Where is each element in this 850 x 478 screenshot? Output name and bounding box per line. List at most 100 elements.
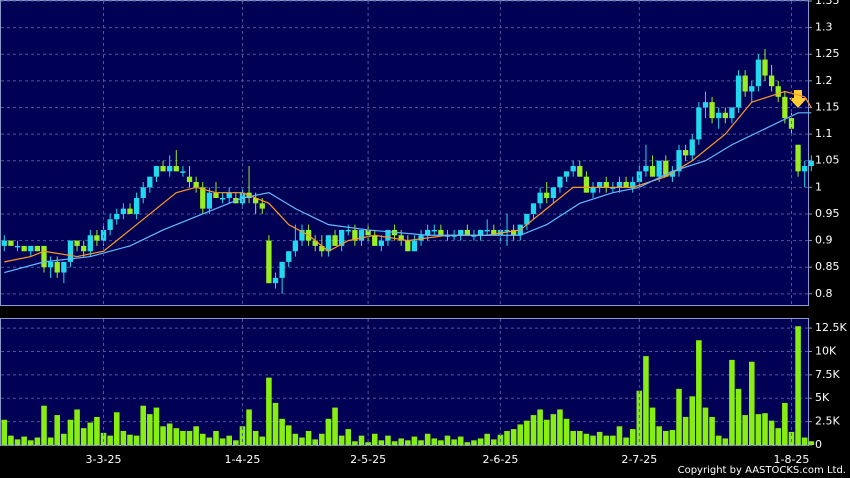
- volume-bar: [325, 418, 332, 445]
- volume-bar: [524, 420, 530, 445]
- volume-bar: [557, 409, 563, 445]
- candle-body: [372, 235, 378, 246]
- volume-bar: [431, 438, 438, 445]
- volume-bar: [14, 439, 21, 445]
- volume-bar: [319, 433, 325, 445]
- volume-bar: [226, 435, 232, 445]
- volume-bar: [550, 414, 557, 445]
- volume-bar: [266, 377, 272, 445]
- volume-bar: [563, 418, 570, 445]
- volume-bar: [616, 426, 623, 445]
- volume-bar: [80, 428, 87, 445]
- candle-body: [649, 166, 656, 177]
- y-tick-label: 12.5K: [815, 321, 847, 334]
- volume-bar: [127, 434, 133, 445]
- candle-body: [544, 192, 550, 198]
- volume-bar: [715, 435, 722, 445]
- volume-bar: [74, 409, 80, 445]
- candle-body: [583, 176, 590, 193]
- candle-body: [722, 112, 728, 119]
- candle-body: [358, 229, 365, 241]
- candle-body: [716, 112, 722, 119]
- candle-body: [299, 229, 305, 241]
- candle-body: [676, 150, 682, 172]
- volume-bar: [689, 396, 696, 445]
- candle-body: [180, 171, 186, 173]
- volume-bar: [206, 437, 213, 445]
- volume-bar: [61, 433, 67, 445]
- candle-body: [537, 192, 543, 204]
- candle-body: [21, 245, 27, 252]
- candle-body: [266, 240, 272, 284]
- y-tick-label: 0.8: [815, 287, 833, 300]
- candle-body: [345, 229, 351, 232]
- volume-bar: [147, 414, 153, 445]
- volume-bar: [160, 426, 166, 445]
- candle-body: [1, 240, 7, 246]
- volume-bar: [338, 435, 345, 445]
- candle-body: [563, 171, 570, 177]
- volume-bar: [100, 432, 107, 445]
- volume-bar: [305, 430, 312, 445]
- candle-body: [735, 75, 742, 108]
- volume-bar: [517, 424, 524, 445]
- volume-bar: [663, 430, 669, 445]
- candle-body: [47, 261, 54, 268]
- price-panel: [0, 0, 809, 306]
- candle-body: [491, 229, 497, 236]
- moving-average-line: [4, 112, 812, 274]
- volume-bar: [193, 426, 199, 445]
- candle-body: [114, 213, 120, 220]
- volume-bar: [378, 440, 385, 445]
- candle-body: [682, 150, 689, 156]
- volume-bar: [748, 361, 755, 445]
- candle-body: [378, 240, 384, 246]
- y-tick-label: 1.35: [815, 0, 840, 7]
- candle-body: [140, 187, 146, 198]
- volume-bar: [477, 438, 484, 445]
- volume-bar: [583, 433, 590, 445]
- volume-bar: [722, 438, 729, 445]
- volume-bar: [292, 433, 299, 445]
- volume-bar: [610, 435, 616, 445]
- candle-body: [669, 171, 676, 177]
- candle-body: [577, 166, 583, 177]
- candle-body: [782, 96, 788, 119]
- volume-bar: [180, 430, 186, 445]
- volume-bar: [199, 433, 206, 445]
- volume-bar: [438, 440, 444, 445]
- volume-bar: [385, 435, 391, 445]
- candle-body: [398, 235, 404, 241]
- candle-body: [749, 86, 755, 92]
- y-tick-label: 1.1: [815, 127, 833, 140]
- y-tick-label: 1.05: [815, 154, 840, 167]
- y-tick-label: 2.5K: [815, 415, 840, 428]
- volume-bar: [484, 433, 490, 445]
- volume-bar: [107, 435, 113, 445]
- volume-bar: [801, 437, 808, 445]
- volume-bar: [166, 423, 173, 445]
- volume-bar: [735, 388, 742, 445]
- candle-body: [61, 261, 67, 273]
- volume-bar: [471, 440, 477, 445]
- candle-body: [213, 192, 219, 198]
- volume-bar: [755, 414, 762, 445]
- x-tick-label: 2-6-25: [482, 453, 518, 466]
- candle-body: [702, 102, 709, 108]
- candle-body: [471, 235, 477, 237]
- volume-bar: [762, 413, 768, 445]
- volume-bar: [213, 430, 219, 445]
- volume-bar: [21, 436, 27, 445]
- candle-body: [127, 208, 133, 214]
- y-tick-label: 0.85: [815, 260, 840, 273]
- candle-body: [768, 75, 775, 87]
- y-tick-label: 0.9: [815, 234, 833, 247]
- volume-bar: [768, 420, 775, 445]
- candle-body: [610, 187, 616, 189]
- candle-body: [550, 187, 556, 198]
- candle-body: [226, 192, 232, 198]
- volume-bar: [629, 429, 636, 445]
- volume-bar: [742, 415, 748, 445]
- candle-body: [28, 245, 34, 252]
- volume-bar: [246, 409, 252, 445]
